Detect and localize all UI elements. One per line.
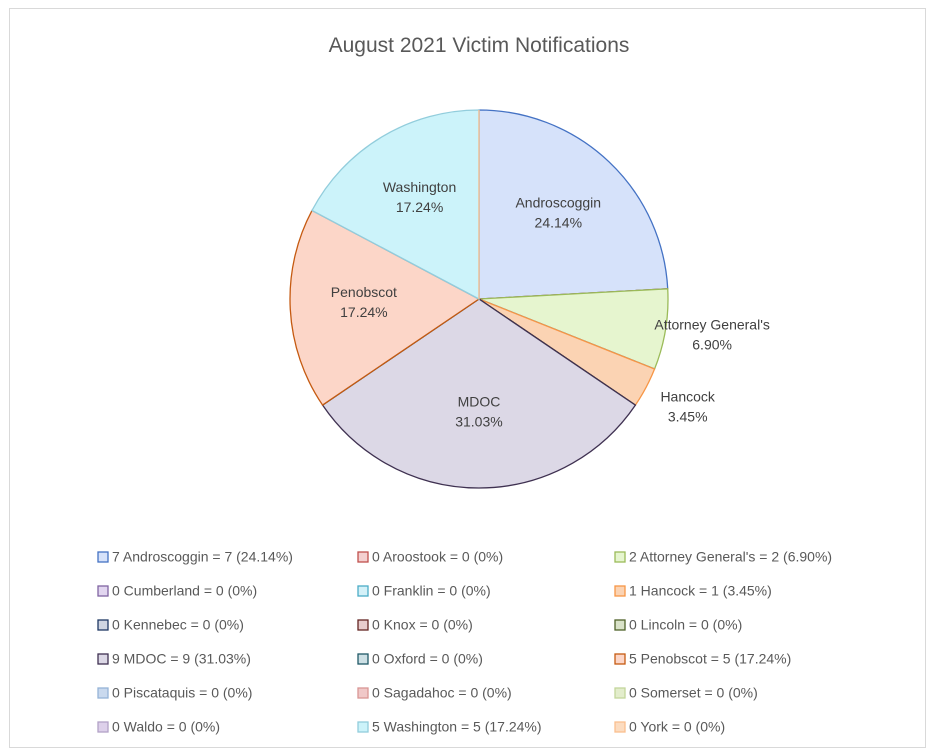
legend-text: 9 MDOC = 9 (31.03%) (112, 651, 251, 667)
legend-text: 1 Hancock = 1 (3.45%) (629, 583, 772, 599)
slice-value: 31.03% (455, 413, 502, 429)
slice-value: 24.14% (535, 214, 582, 230)
slice-name: Hancock (660, 389, 715, 405)
legend-swatch (614, 619, 626, 631)
legend-text: 5 Washington = 5 (17.24%) (372, 719, 542, 735)
legend-swatch (97, 653, 109, 665)
legend-swatch (614, 585, 626, 597)
legend-swatch (97, 551, 109, 563)
legend-text: 0 Somerset = 0 (0%) (629, 685, 758, 701)
pie-slice (321, 298, 637, 489)
legend-swatch (614, 687, 626, 699)
legend-swatch (357, 653, 369, 665)
pie-slice (478, 109, 669, 300)
slice-name: MDOC (458, 393, 501, 409)
legend-text: 0 Waldo = 0 (0%) (112, 719, 220, 735)
slice-label: Androscoggin 24.14% (515, 194, 601, 230)
slice-label: MDOC 31.03% (455, 393, 502, 429)
slice-name: Attorney General's (654, 316, 770, 332)
legend-swatch (357, 687, 369, 699)
legend-text: 0 Knox = 0 (0%) (372, 617, 473, 633)
legend-swatch (357, 551, 369, 563)
slice-value: 3.45% (668, 409, 708, 425)
legend-text: 0 Lincoln = 0 (0%) (629, 617, 742, 633)
legend-text: 0 Piscataquis = 0 (0%) (112, 685, 252, 701)
slice-label: Attorney General's 6.90% (654, 316, 770, 352)
pie-slice (311, 109, 480, 301)
chart-title: August 2021 Victim Notifications (329, 34, 630, 57)
legend-text: 0 Cumberland = 0 (0%) (112, 583, 257, 599)
legend-swatch (97, 721, 109, 733)
slice-name: Penobscot (331, 284, 397, 300)
legend-text: 0 Sagadahoc = 0 (0%) (372, 685, 512, 701)
slice-label: Penobscot 17.24% (331, 284, 397, 320)
legend-swatch (614, 551, 626, 563)
legend-swatch (357, 721, 369, 733)
legend-swatch (97, 619, 109, 631)
legend-swatch (97, 585, 109, 597)
legend-text: 2 Attorney General's = 2 (6.90%) (629, 549, 832, 565)
legend-swatch (357, 585, 369, 597)
legend-text: 0 York = 0 (0%) (629, 719, 725, 735)
slice-value: 6.90% (692, 336, 732, 352)
slice-value: 17.24% (340, 304, 387, 320)
legend-text: 0 Franklin = 0 (0%) (372, 583, 491, 599)
legend-swatch (614, 653, 626, 665)
legend-text: 7 Androscoggin = 7 (24.14%) (112, 549, 293, 565)
pie-slice (289, 209, 481, 406)
slice-name: Androscoggin (515, 194, 601, 210)
slice-label: Hancock 3.45% (660, 389, 715, 425)
legend-text: 5 Penobscot = 5 (17.24%) (629, 651, 791, 667)
legend-text: 0 Oxford = 0 (0%) (372, 651, 483, 667)
slice-value: 17.24% (396, 199, 443, 215)
slice-name: Washington (383, 179, 456, 195)
legend-text: 0 Kennebec = 0 (0%) (112, 617, 244, 633)
slice-label: Washington 17.24% (383, 179, 456, 215)
legend-swatch (614, 721, 626, 733)
legend-text: 0 Aroostook = 0 (0%) (372, 549, 503, 565)
legend-swatch (357, 619, 369, 631)
legend-swatch (97, 687, 109, 699)
